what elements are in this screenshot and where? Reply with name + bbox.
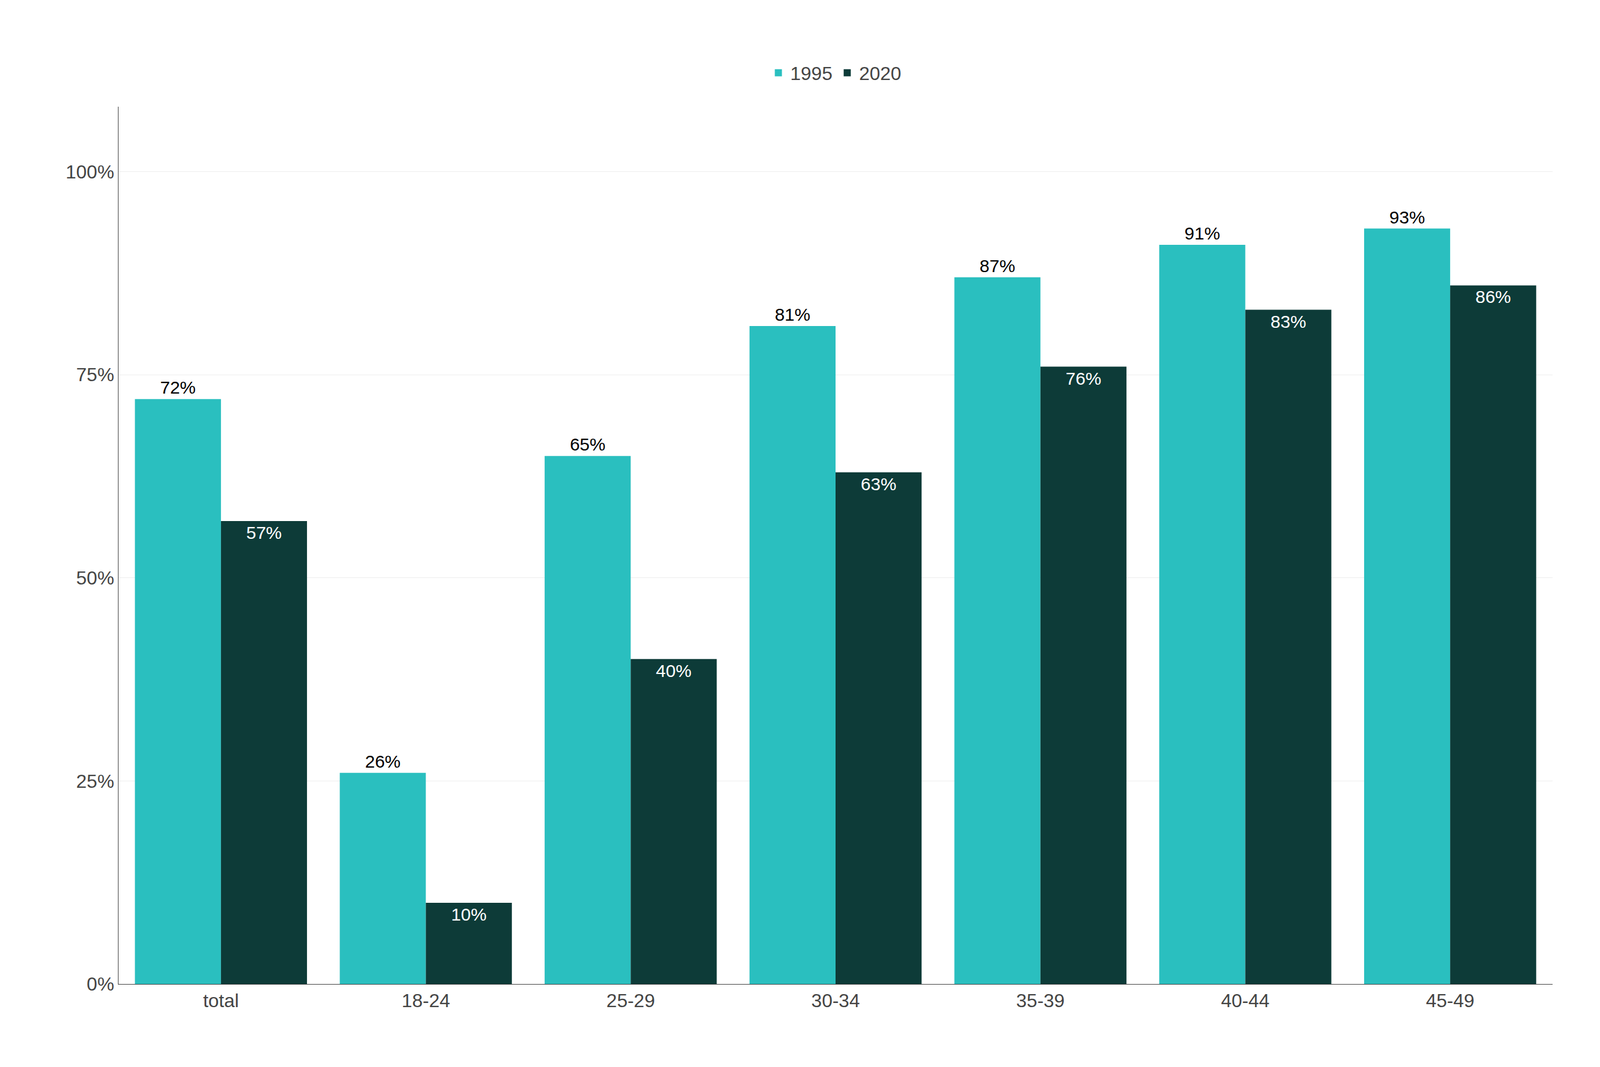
svg-text:10%: 10% [450,904,487,924]
svg-text:93%: 93% [1389,207,1426,227]
svg-text:total: total [203,989,239,1011]
svg-text:0%: 0% [86,973,114,995]
svg-text:50%: 50% [76,567,115,589]
svg-text:76%: 76% [1065,368,1102,389]
svg-text:72%: 72% [160,377,196,398]
svg-text:1995: 1995 [790,62,833,85]
svg-text:75%: 75% [76,363,115,386]
svg-text:65%: 65% [570,434,606,454]
svg-text:40%: 40% [656,660,692,681]
svg-text:45-49: 45-49 [1425,989,1475,1011]
svg-text:63%: 63% [861,474,897,494]
svg-text:91%: 91% [1184,223,1221,243]
svg-text:30-34: 30-34 [811,989,860,1011]
svg-text:100%: 100% [65,161,115,183]
svg-text:25-29: 25-29 [606,989,655,1011]
svg-text:87%: 87% [979,256,1016,276]
svg-text:81%: 81% [774,304,811,325]
svg-text:86%: 86% [1475,286,1512,307]
svg-text:26%: 26% [365,751,401,771]
svg-text:35-39: 35-39 [1016,989,1065,1011]
svg-text:57%: 57% [245,522,282,543]
svg-text:25%: 25% [76,770,115,792]
svg-text:40-44: 40-44 [1221,989,1270,1011]
svg-text:83%: 83% [1270,311,1307,332]
svg-text:18-24: 18-24 [401,989,451,1011]
svg-text:2020: 2020 [859,62,902,85]
